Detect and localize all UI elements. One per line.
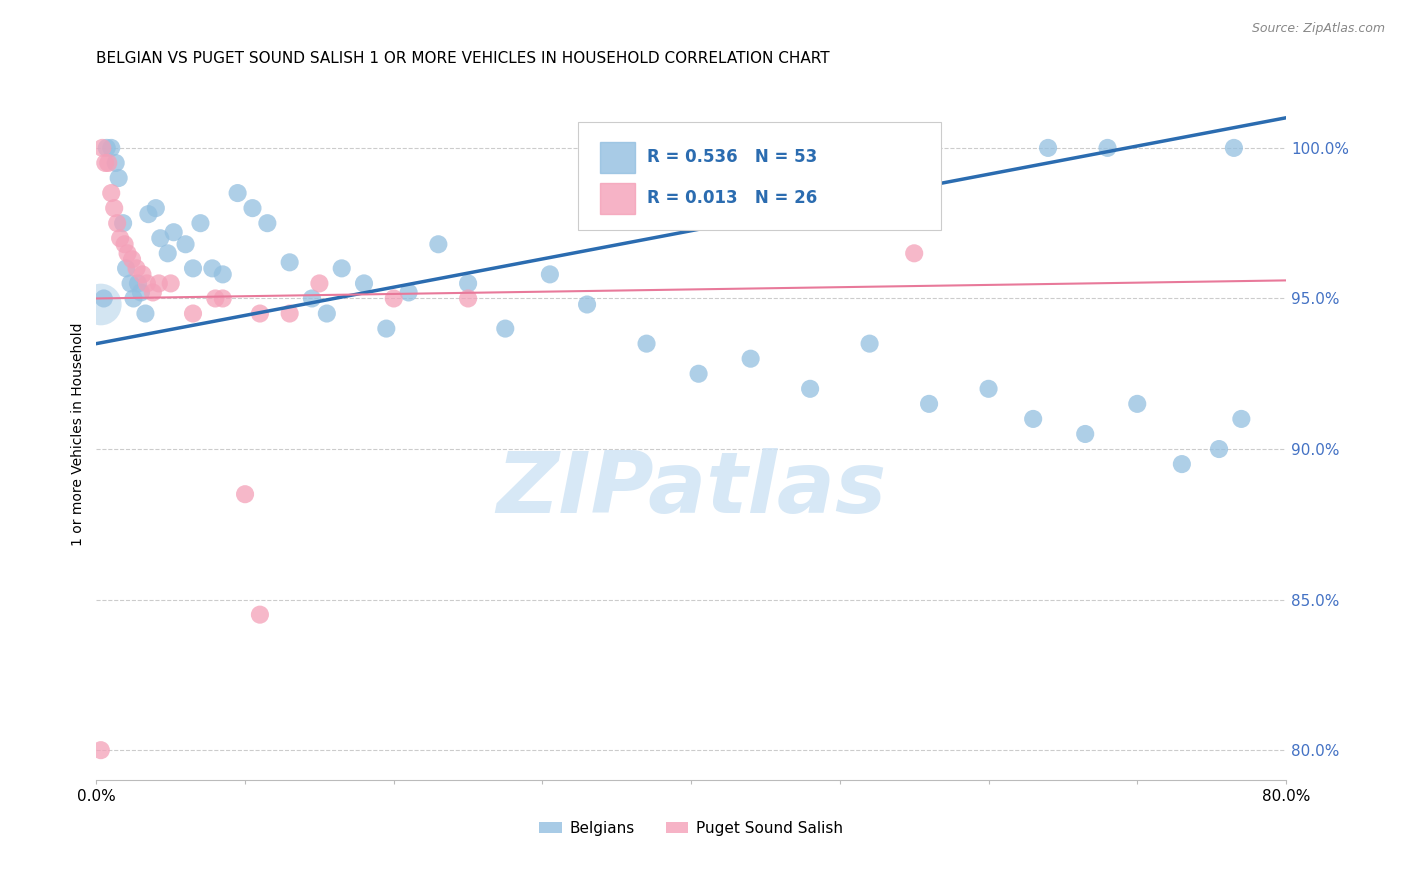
Point — [1036, 141, 1059, 155]
Point — [375, 321, 398, 335]
Point — [105, 216, 128, 230]
Bar — [599, 142, 636, 173]
Point — [211, 268, 233, 282]
Point — [1126, 397, 1149, 411]
Point — [93, 292, 115, 306]
Y-axis label: 1 or more Vehicles in Household: 1 or more Vehicles in Household — [72, 322, 86, 546]
Point — [1208, 442, 1230, 456]
Point — [398, 285, 420, 300]
Point — [120, 277, 142, 291]
Point — [127, 277, 149, 291]
Point — [1097, 141, 1119, 155]
Point — [91, 141, 114, 155]
Text: ZIPatlas: ZIPatlas — [496, 448, 886, 531]
Text: R = 0.536   N = 53: R = 0.536 N = 53 — [647, 148, 817, 166]
Point — [108, 231, 131, 245]
Point — [330, 261, 353, 276]
Point — [977, 382, 1000, 396]
Point — [96, 141, 118, 155]
Point — [799, 382, 821, 396]
Point — [145, 201, 167, 215]
Point — [90, 297, 112, 311]
Point — [278, 306, 301, 320]
Point — [103, 201, 125, 215]
Point — [148, 277, 170, 291]
Point — [233, 487, 256, 501]
Point — [538, 268, 561, 282]
Point — [156, 246, 179, 260]
Point — [149, 231, 172, 245]
Point — [242, 201, 264, 215]
Point — [918, 397, 941, 411]
Point — [688, 367, 710, 381]
Point — [427, 237, 450, 252]
Point — [181, 261, 204, 276]
Point — [142, 285, 165, 300]
Point — [636, 336, 658, 351]
Point — [1223, 141, 1246, 155]
Point — [308, 277, 330, 291]
Point — [181, 306, 204, 320]
Point — [129, 285, 152, 300]
Point — [249, 306, 271, 320]
Point — [134, 306, 156, 320]
FancyBboxPatch shape — [578, 122, 941, 229]
Point — [353, 277, 375, 291]
Point — [174, 237, 197, 252]
Point — [104, 156, 127, 170]
Point — [301, 292, 323, 306]
Point — [117, 246, 139, 260]
Point — [100, 186, 122, 200]
Point — [97, 156, 120, 170]
Point — [190, 216, 212, 230]
Legend: Belgians, Puget Sound Salish: Belgians, Puget Sound Salish — [533, 814, 849, 842]
Point — [494, 321, 516, 335]
Point — [107, 171, 129, 186]
Point — [204, 292, 226, 306]
Point — [131, 268, 153, 282]
Point — [90, 743, 112, 757]
Point — [457, 292, 479, 306]
Point — [138, 207, 160, 221]
Point — [112, 216, 135, 230]
Text: Source: ZipAtlas.com: Source: ZipAtlas.com — [1251, 22, 1385, 36]
Point — [256, 216, 278, 230]
Point — [249, 607, 271, 622]
Point — [576, 297, 599, 311]
Point — [121, 252, 143, 267]
Point — [858, 336, 880, 351]
Point — [1230, 412, 1253, 426]
Point — [94, 156, 117, 170]
Point — [159, 277, 181, 291]
Point — [1074, 427, 1097, 442]
Point — [1022, 412, 1045, 426]
Point — [125, 261, 148, 276]
Point — [278, 255, 301, 269]
Point — [226, 186, 249, 200]
Point — [115, 261, 138, 276]
Point — [903, 246, 925, 260]
Point — [100, 141, 122, 155]
Point — [740, 351, 762, 366]
Text: BELGIAN VS PUGET SOUND SALISH 1 OR MORE VEHICLES IN HOUSEHOLD CORRELATION CHART: BELGIAN VS PUGET SOUND SALISH 1 OR MORE … — [97, 51, 830, 66]
Text: R = 0.013   N = 26: R = 0.013 N = 26 — [647, 189, 817, 208]
Point — [457, 277, 479, 291]
Point — [122, 292, 145, 306]
Point — [1171, 457, 1194, 471]
Point — [114, 237, 136, 252]
Point — [135, 277, 157, 291]
Point — [382, 292, 405, 306]
Point — [315, 306, 337, 320]
Point — [163, 225, 186, 239]
Bar — [599, 183, 636, 214]
Point — [201, 261, 224, 276]
Point — [211, 292, 233, 306]
